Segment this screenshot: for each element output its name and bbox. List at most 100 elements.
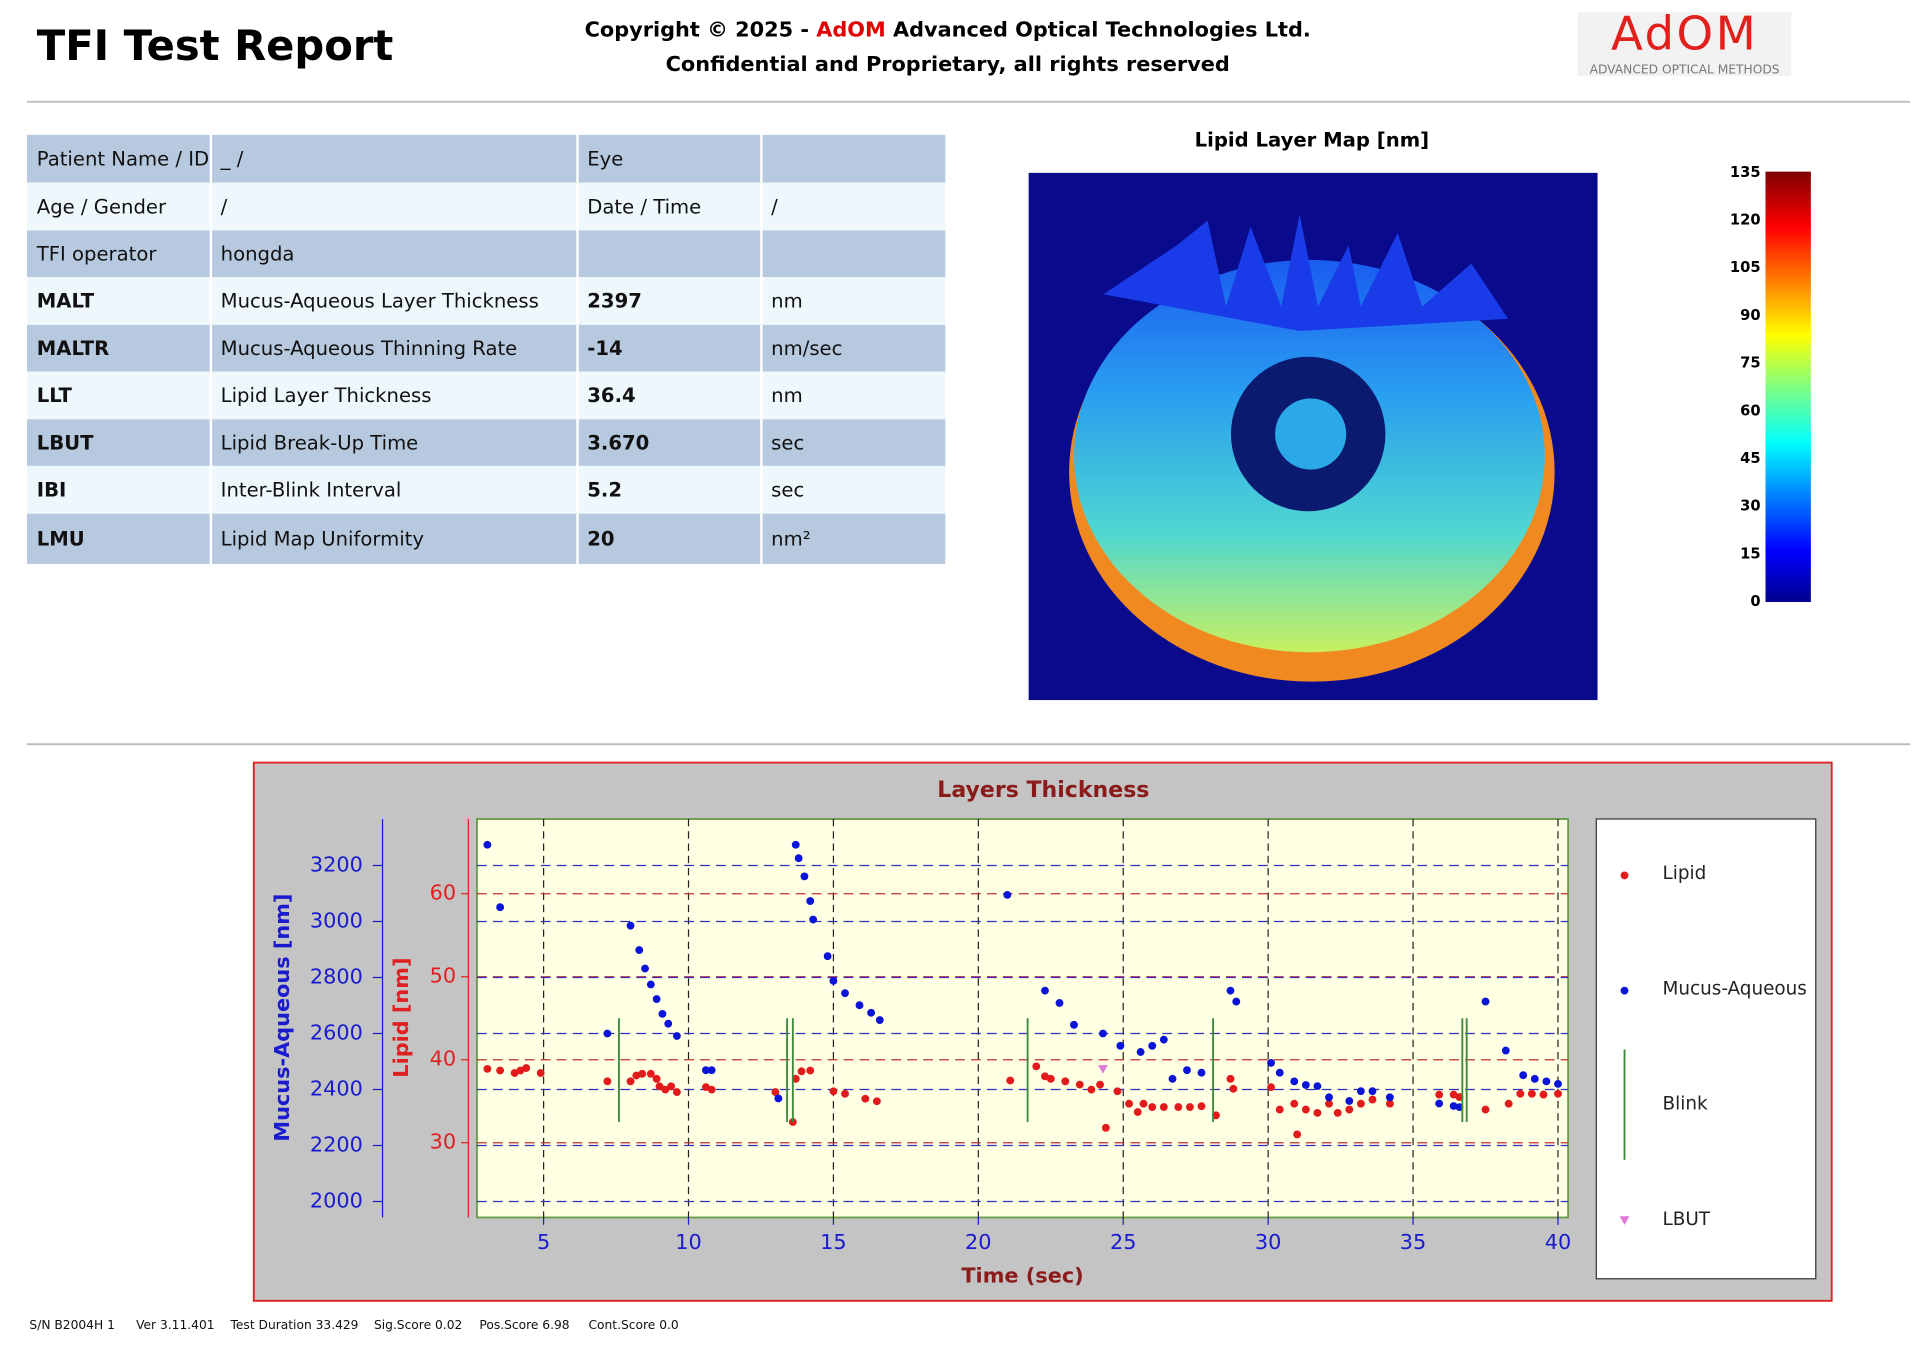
data-point [638, 1069, 647, 1078]
table-cell: MALTR [37, 337, 109, 360]
chart-title: Layers Thickness [937, 778, 1149, 803]
data-point [1313, 1108, 1322, 1117]
data-point [1504, 1099, 1513, 1108]
data-point [655, 1082, 664, 1091]
notice: Confidential and Proprietary, all rights… [666, 52, 1230, 76]
data-point [664, 1019, 673, 1028]
y2-tick-label: 3000 [310, 908, 363, 932]
table-cell: MALT [37, 290, 95, 313]
data-point [483, 840, 492, 849]
data-point [1229, 1084, 1238, 1093]
data-point [806, 1066, 815, 1075]
data-point [872, 1097, 881, 1106]
data-point [829, 1087, 838, 1096]
y-tick-label: 60 [430, 881, 457, 905]
y-tick-label: 30 [430, 1130, 457, 1154]
data-point [603, 1029, 612, 1038]
y2-axis-label: Mucus-Aqueous [nm] [270, 894, 294, 1142]
data-point [1449, 1102, 1458, 1110]
data-point [1554, 1079, 1562, 1088]
table-cell: LBUT [37, 431, 94, 454]
data-point [1301, 1105, 1310, 1114]
copyright-suffix: Advanced Optical Technologies Ltd. [886, 18, 1311, 42]
table-cell: Lipid Map Uniformity [221, 528, 425, 551]
table-cell: 5.2 [587, 479, 622, 502]
data-point [1185, 1103, 1194, 1111]
footer-item: Test Duration 33.429 [230, 1318, 359, 1332]
y2-tick-label: 2600 [310, 1020, 363, 1044]
data-point [522, 1064, 531, 1072]
footer-item: Pos.Score 6.98 [479, 1318, 569, 1332]
data-point [1125, 1099, 1133, 1108]
data-point [1183, 1066, 1191, 1075]
table-cell: / [221, 195, 228, 218]
table-row [26, 134, 946, 183]
table-cell: sec [771, 431, 804, 454]
data-point [1159, 1035, 1168, 1044]
data-point [1554, 1089, 1562, 1098]
colorbar-tick-label: 75 [1740, 355, 1760, 372]
table-cell: 36.4 [587, 384, 635, 407]
colorbar-tick-label: 90 [1740, 307, 1760, 324]
table-cell: -14 [587, 337, 622, 360]
table-row [26, 230, 946, 278]
data-point [867, 1008, 876, 1017]
data-point [1481, 1105, 1490, 1114]
data-point [791, 1074, 800, 1083]
table-cell: 20 [587, 528, 614, 551]
brand: AdOM [816, 18, 885, 42]
table-cell: / [771, 195, 778, 218]
legend-box [1595, 818, 1817, 1280]
data-point [1212, 1111, 1220, 1120]
table-cell: Eye [587, 147, 623, 170]
table-cell: 2397 [587, 290, 642, 313]
data-point [667, 1082, 676, 1091]
y2-tick-label: 2000 [310, 1188, 363, 1212]
table-cell: Mucus-Aqueous Thinning Rate [221, 337, 518, 360]
data-point [707, 1066, 716, 1075]
table-cell: Inter-Blink Interval [221, 479, 402, 502]
data-point [791, 840, 800, 849]
data-point [1061, 1077, 1070, 1086]
x-tick-label: 25 [1110, 1230, 1137, 1254]
x-tick-label: 30 [1255, 1230, 1282, 1254]
data-point [1159, 1103, 1168, 1111]
x-tick-label: 15 [820, 1230, 847, 1254]
data-point [794, 854, 803, 863]
y2-tick-label: 2200 [310, 1132, 363, 1156]
y2-tick-label: 3200 [310, 852, 363, 876]
data-point [829, 976, 838, 985]
data-point [774, 1094, 783, 1103]
table-cell: Lipid Layer Thickness [221, 384, 432, 407]
data-point [661, 1085, 670, 1094]
data-point [1290, 1099, 1299, 1108]
data-point [823, 952, 832, 961]
data-point [672, 1032, 681, 1040]
data-point [841, 989, 849, 998]
table-row [26, 513, 946, 564]
data-point [1003, 890, 1012, 899]
y-tick-label: 50 [430, 964, 457, 988]
data-point [701, 1066, 710, 1075]
data-point [1174, 1103, 1183, 1111]
data-point [1267, 1058, 1275, 1067]
data-point [496, 903, 505, 912]
data-point [1232, 997, 1241, 1006]
x-tick-label: 35 [1400, 1230, 1427, 1254]
data-point [1519, 1071, 1528, 1080]
data-point [652, 995, 661, 1003]
data-point [1435, 1099, 1444, 1108]
legend-label: Blink [1663, 1094, 1708, 1115]
copyright-prefix: Copyright © 2025 - [585, 18, 817, 42]
data-point [809, 915, 818, 924]
data-point [1481, 997, 1490, 1006]
data-point [1368, 1087, 1377, 1096]
data-point [1148, 1041, 1157, 1050]
data-point [1333, 1108, 1342, 1117]
data-point [1501, 1046, 1510, 1055]
data-point [483, 1064, 492, 1073]
data-point [1101, 1123, 1110, 1132]
data-point [1542, 1077, 1551, 1086]
data-point [1168, 1074, 1177, 1083]
data-point [707, 1085, 716, 1094]
